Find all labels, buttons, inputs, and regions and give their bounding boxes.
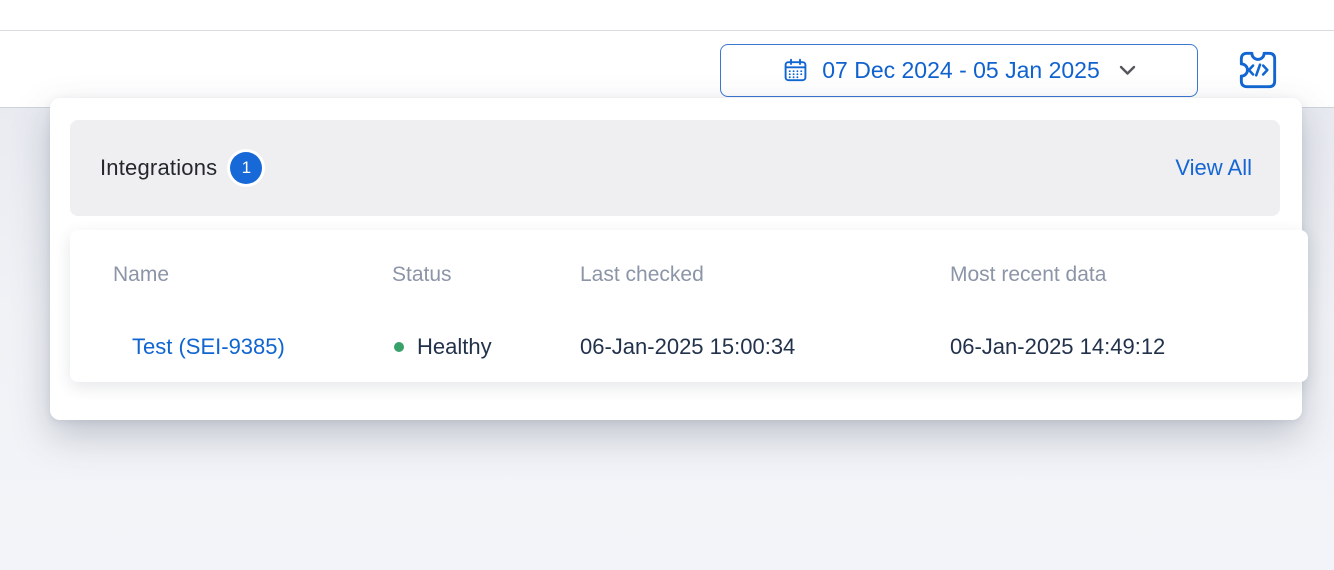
popover-title-group: Integrations 1 [100,152,263,184]
table-row-most-recent-data-cell: 06-Jan-2025 14:49:12 [950,334,1166,359]
column-header-name: Name [113,263,170,286]
column-header-most-recent-data: Most recent data [950,263,1107,286]
table-row-last-checked-cell: 06-Jan-2025 15:00:34 [580,334,796,359]
column-header-last-checked: Last checked [580,263,704,286]
table-row-status-cell: Healthy [394,334,492,360]
integrations-icon-button[interactable] [1237,49,1279,91]
integrations-count-badge: 1 [230,152,263,184]
integrations-table: Name Status Last checked Most recent dat… [50,216,1302,420]
popover-title: Integrations [100,155,218,180]
view-all-link[interactable]: View All [1175,155,1252,180]
status-label: Healthy [417,334,492,359]
integrations-popover-header: Integrations 1 View All [70,120,1280,216]
green-status-dot-icon [394,342,404,352]
calendar-icon [782,57,809,84]
integration-name-link[interactable]: Test (SEI-9385) [132,334,285,359]
integrations-code-icon [1238,50,1278,90]
integrations-table-card [70,230,1308,382]
top-divider [0,30,1334,31]
table-row-name-cell: Test (SEI-9385) [132,334,285,360]
chevron-down-icon [1119,65,1136,76]
date-range-label: 07 Dec 2024 - 05 Jan 2025 [822,57,1100,83]
column-header-status: Status [392,263,452,286]
integrations-popover: Integrations 1 View All Name Status Last… [50,98,1308,420]
date-range-picker[interactable]: 07 Dec 2024 - 05 Jan 2025 [720,44,1198,97]
